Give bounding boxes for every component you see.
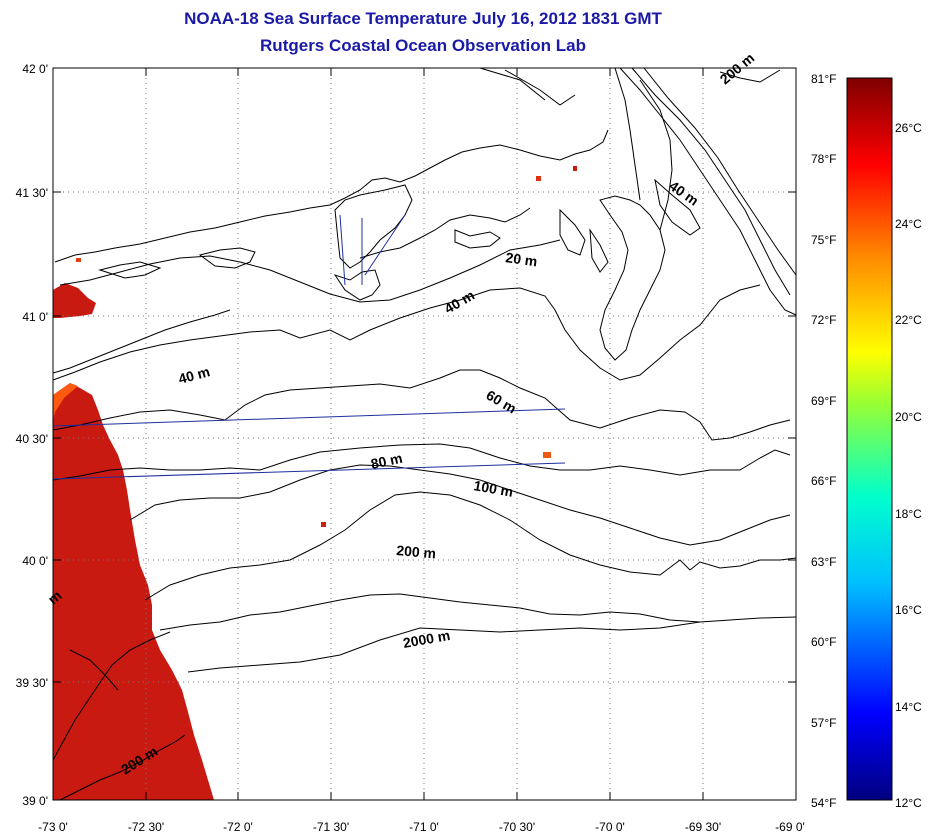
colorbar-gradient — [846, 77, 893, 801]
transects — [52, 214, 566, 480]
sst-fleck-4 — [573, 166, 577, 171]
lon-label: -69 30' — [685, 820, 721, 834]
sst-warm-region — [53, 383, 214, 800]
contour-label-40m-b: 40 m — [177, 363, 212, 387]
lon-label: -71 0' — [409, 820, 439, 834]
bathymetry — [52, 67, 797, 801]
lat-label: 41 0' — [22, 310, 48, 324]
c-label: 20°C — [895, 410, 922, 424]
sst-data — [53, 166, 577, 800]
f-label: 66°F — [811, 474, 836, 488]
sst-fleck-3 — [536, 176, 541, 181]
map-subtitle: Rutgers Coastal Ocean Observation Lab — [260, 36, 586, 55]
sst-fleck-5 — [76, 258, 81, 262]
contour-label-200m-a: 200 m — [396, 542, 437, 561]
lon-label: -71 30' — [313, 820, 349, 834]
f-label: 54°F — [811, 796, 836, 810]
c-label: 18°C — [895, 507, 922, 521]
lat-label: 39 30' — [16, 676, 48, 690]
c-label: 14°C — [895, 700, 922, 714]
lat-label: 39 0' — [22, 794, 48, 808]
f-label: 57°F — [811, 716, 836, 730]
contour-label-2000m: 2000 m — [402, 627, 452, 651]
c-label: 22°C — [895, 313, 922, 327]
transect-sound-1 — [339, 214, 346, 286]
lat-label: 42 0' — [22, 62, 48, 76]
colorbar-fahrenheit-labels: 81°F 78°F 75°F 72°F 69°F 66°F 63°F 60°F … — [811, 72, 836, 810]
lat-label: 40 0' — [22, 554, 48, 568]
lat-label: 41 30' — [16, 186, 48, 200]
lon-label: -72 30' — [128, 820, 164, 834]
contour-label-20m: 20 m — [505, 249, 539, 269]
c-label: 26°C — [895, 121, 922, 135]
transect-north — [52, 408, 566, 427]
f-label: 72°F — [811, 313, 836, 327]
graticule — [53, 68, 796, 800]
f-label: 75°F — [811, 233, 836, 247]
f-label: 60°F — [811, 635, 836, 649]
lon-label: -70 30' — [499, 820, 535, 834]
contour-label-80m: 80 m — [369, 450, 404, 472]
c-label: 12°C — [895, 796, 922, 810]
sst-fleck-1 — [543, 452, 551, 458]
lon-label: -69 0' — [775, 820, 805, 834]
c-label: 16°C — [895, 603, 922, 617]
coastline — [54, 67, 701, 361]
contour-label-60m: 60 m — [484, 387, 520, 417]
latitude-labels: 42 0' 41 30' 41 0' 40 30' 40 0' 39 30' 3… — [16, 62, 48, 808]
lon-label: -72 0' — [223, 820, 253, 834]
c-label: 24°C — [895, 217, 922, 231]
colorbar-celsius-labels: 26°C 24°C 22°C 20°C 18°C 16°C 14°C 12°C — [895, 121, 922, 810]
sst-fleck-2 — [321, 522, 326, 527]
lon-label: -70 0' — [595, 820, 625, 834]
f-label: 69°F — [811, 394, 836, 408]
tick-marks — [53, 67, 796, 800]
map-title: NOAA-18 Sea Surface Temperature July 16,… — [184, 9, 662, 28]
lat-label: 40 30' — [16, 432, 48, 446]
contour-label-40m-a: 40 m — [442, 287, 478, 317]
contour-label-40m-c: 40 m — [666, 177, 701, 208]
contour-label-100m: 100 m — [472, 477, 514, 500]
transect-south — [52, 462, 566, 480]
f-label: 78°F — [811, 152, 836, 166]
f-label: 63°F — [811, 555, 836, 569]
sst-warm-edge — [53, 383, 78, 420]
sst-warm-patch-north — [53, 283, 96, 318]
f-label: 81°F — [811, 72, 836, 86]
colorbar: 81°F 78°F 75°F 72°F 69°F 66°F 63°F 60°F … — [811, 72, 922, 810]
transect-sound-3 — [364, 214, 406, 276]
lon-label: -73 0' — [38, 820, 68, 834]
longitude-labels: -73 0' -72 30' -72 0' -71 30' -71 0' -70… — [38, 820, 805, 834]
